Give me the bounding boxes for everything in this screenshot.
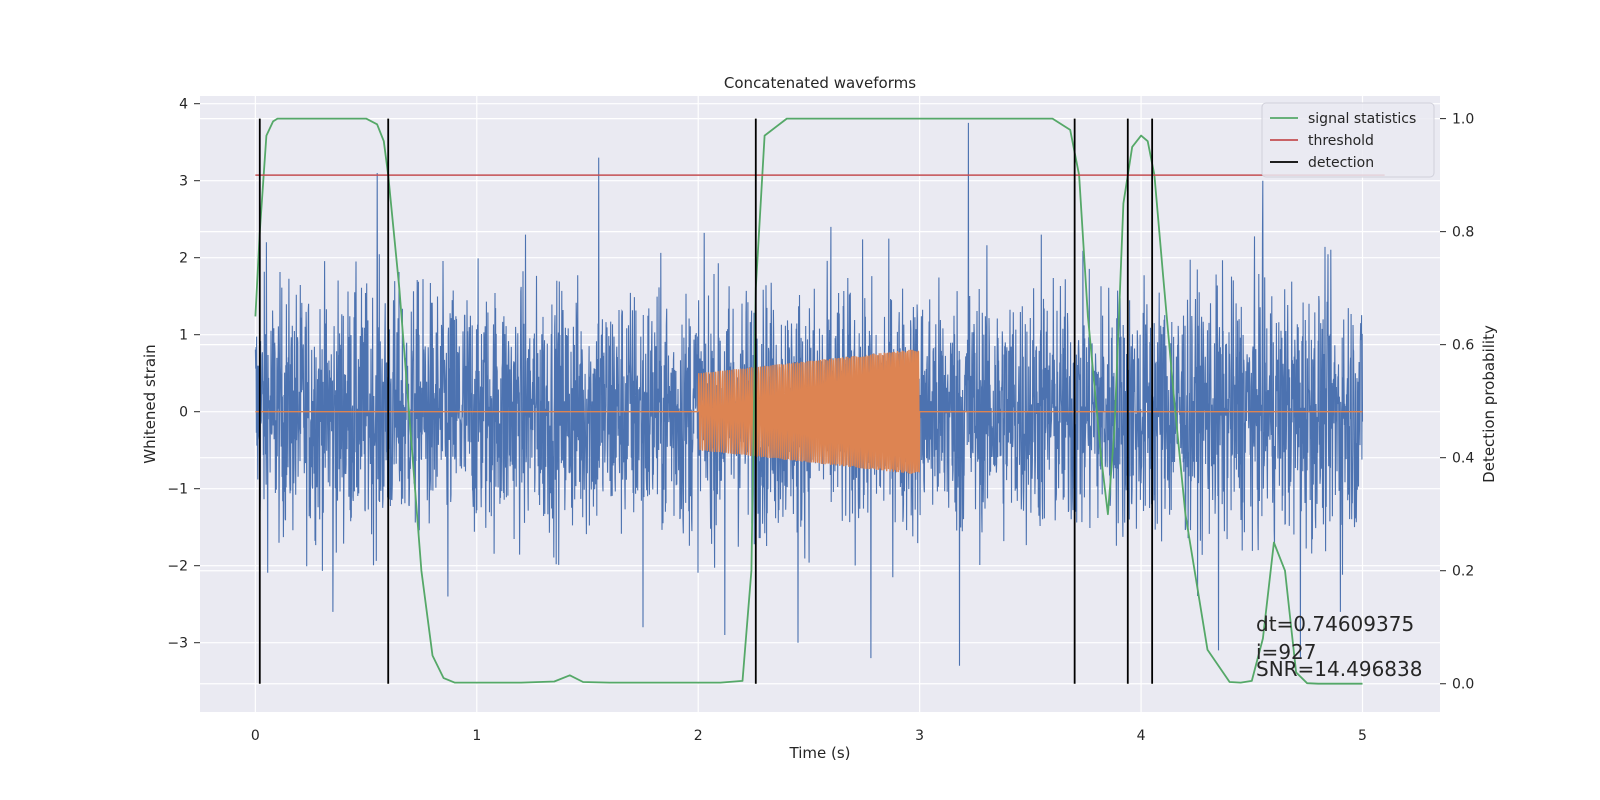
annotation-text: SNR=14.496838 — [1256, 657, 1422, 681]
plot-area — [254, 117, 1385, 685]
y-tick-label: 4 — [179, 97, 188, 113]
chart-title: Concatenated waveforms — [724, 74, 916, 92]
x-tick-label: 2 — [694, 728, 703, 744]
y-tick-label: −2 — [167, 559, 188, 575]
strain-line — [254, 122, 1364, 666]
legend-entry: detection — [1308, 155, 1374, 171]
y-tick-label: 3 — [179, 174, 188, 190]
y2-axis-label: Detection probability — [1480, 325, 1498, 483]
x-tick-label: 5 — [1358, 728, 1367, 744]
y2-tick-label: 0.0 — [1452, 677, 1474, 693]
x-tick-label: 0 — [251, 728, 260, 744]
injection-line — [255, 349, 1363, 474]
y2-tick-label: 0.6 — [1452, 338, 1474, 354]
y2-tick-label: 0.4 — [1452, 451, 1474, 467]
legend-entry: threshold — [1308, 133, 1374, 149]
x-tick-label: 3 — [915, 728, 924, 744]
y-tick-label: −3 — [167, 636, 188, 652]
legend: signal statistics threshold detection — [1261, 102, 1435, 178]
x-axis-label: Time (s) — [789, 744, 851, 762]
annotation-text: i=927 — [1256, 640, 1317, 664]
y2-tick-label: 1.0 — [1452, 112, 1474, 128]
y-tick-label: 2 — [179, 251, 188, 267]
y2-tick-label: 0.2 — [1452, 564, 1474, 580]
x-tick-label: 4 — [1137, 728, 1146, 744]
legend-box — [1261, 102, 1435, 178]
annotation-text: dt=0.74609375 — [1256, 612, 1414, 636]
y-tick-label: 0 — [179, 405, 188, 421]
y-axis-label: Whitened strain — [141, 344, 159, 463]
signal-statistics-line — [254, 117, 1363, 685]
tick-labels: 0 1 2 3 4 5 −3 −2 −1 0 1 2 3 4 0.0 0.2 0.4 0.6 0.8 1.0 — [167, 97, 1474, 744]
legend-entry: signal statistics — [1308, 111, 1416, 127]
y-tick-label: 1 — [179, 328, 188, 344]
x-tick-label: 1 — [472, 728, 481, 744]
y-tick-label: −1 — [167, 482, 188, 498]
y2-tick-label: 0.8 — [1452, 225, 1474, 241]
